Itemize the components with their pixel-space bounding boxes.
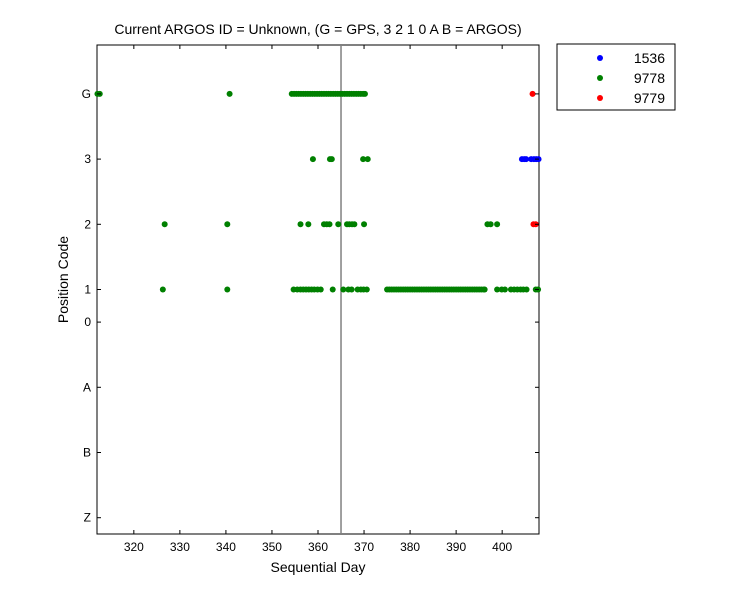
legend: 1536 9778 9779 bbox=[556, 43, 676, 111]
point-9779 bbox=[529, 90, 536, 97]
legend-marker bbox=[597, 55, 603, 61]
x-tick-label: 360 bbox=[308, 540, 328, 554]
point-9778 bbox=[501, 286, 508, 293]
chart-title: Current ARGOS ID = Unknown, (G = GPS, 3 … bbox=[114, 21, 521, 37]
point-9778 bbox=[361, 90, 368, 97]
x-tick-label: 390 bbox=[446, 540, 466, 554]
point-9778 bbox=[361, 221, 368, 228]
point-9778 bbox=[329, 286, 336, 293]
point-9778 bbox=[494, 286, 501, 293]
legend-label: 1536 bbox=[634, 50, 665, 66]
y-tick-label: G bbox=[82, 87, 91, 101]
y-tick-label: 0 bbox=[84, 315, 91, 329]
legend-label: 9778 bbox=[634, 70, 665, 86]
legend-label: 9779 bbox=[634, 90, 665, 106]
x-tick-label: 380 bbox=[400, 540, 420, 554]
x-tick-label: 370 bbox=[354, 540, 374, 554]
point-9778 bbox=[317, 286, 324, 293]
data-points bbox=[94, 90, 542, 293]
x-tick-label: 330 bbox=[170, 540, 190, 554]
point-9778 bbox=[360, 156, 367, 163]
y-tick-label: 3 bbox=[84, 152, 91, 166]
point-1536 bbox=[523, 156, 530, 163]
point-9778 bbox=[363, 286, 370, 293]
legend-marker bbox=[597, 95, 603, 101]
y-axis-title: Position Code bbox=[55, 236, 71, 323]
point-9778 bbox=[297, 221, 304, 228]
point-9778 bbox=[328, 156, 335, 163]
y-tick-label: 1 bbox=[84, 283, 91, 297]
y-tick-label: A bbox=[83, 380, 91, 394]
y-tick-label: B bbox=[83, 446, 91, 460]
x-tick-label: 400 bbox=[492, 540, 512, 554]
point-9778 bbox=[335, 221, 342, 228]
x-tick-label: 320 bbox=[124, 540, 144, 554]
point-9778 bbox=[481, 286, 488, 293]
x-tick-label: 350 bbox=[262, 540, 282, 554]
y-tick-label: 2 bbox=[84, 217, 91, 231]
point-9778 bbox=[224, 221, 231, 228]
point-9778 bbox=[326, 221, 333, 228]
point-9778 bbox=[226, 90, 233, 97]
point-9778 bbox=[351, 221, 358, 228]
x-axis-title: Sequential Day bbox=[271, 559, 366, 575]
point-9778 bbox=[159, 286, 166, 293]
point-9778 bbox=[224, 286, 231, 293]
y-tick-label: Z bbox=[84, 511, 91, 525]
legend-box bbox=[556, 43, 676, 111]
point-9778 bbox=[523, 286, 530, 293]
point-9778 bbox=[305, 221, 312, 228]
point-9778 bbox=[309, 156, 316, 163]
x-axis-ticks: 320 330 340 350 360 370 380 390 400 bbox=[124, 45, 512, 554]
legend-marker bbox=[597, 75, 603, 81]
x-tick-label: 340 bbox=[216, 540, 236, 554]
point-9778 bbox=[161, 221, 168, 228]
point-9778 bbox=[494, 221, 501, 228]
point-9778 bbox=[364, 156, 371, 163]
y-axis-ticks: Z B A 0 1 2 3 G bbox=[82, 87, 539, 525]
point-9778 bbox=[487, 221, 494, 228]
point-9778 bbox=[348, 286, 355, 293]
point-9778 bbox=[340, 286, 347, 293]
